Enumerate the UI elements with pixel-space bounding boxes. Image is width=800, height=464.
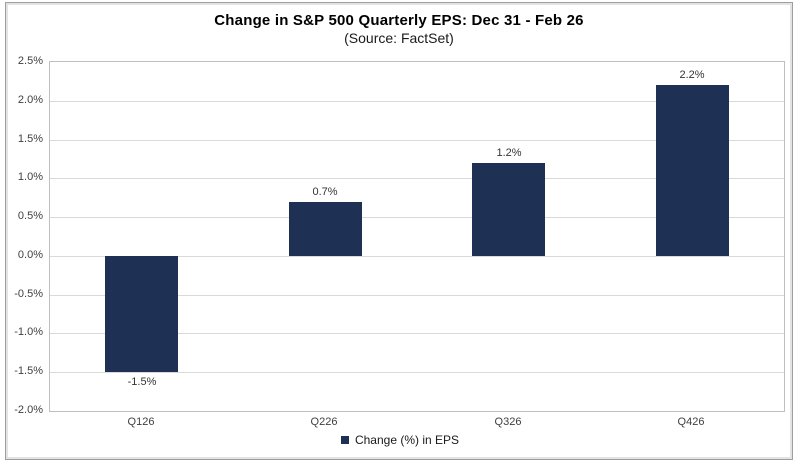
y-tick-label: -1.0%: [14, 326, 43, 338]
y-tick-label: -0.5%: [14, 288, 43, 300]
gridline: [50, 140, 784, 141]
bar-value-label: -1.5%: [127, 376, 157, 388]
y-tick-label: 2.0%: [17, 94, 43, 106]
legend-label: Change (%) in EPS: [354, 433, 460, 447]
gridline: [50, 295, 784, 296]
gridline: [50, 217, 784, 218]
bar: [472, 163, 545, 256]
chart-title: Change in S&P 500 Quarterly EPS: Dec 31 …: [214, 12, 584, 29]
y-tick-label: -2.0%: [14, 404, 43, 416]
legend: Change (%) in EPS: [0, 433, 800, 447]
y-tick-label: 2.5%: [17, 55, 43, 67]
y-tick-label: 0.0%: [17, 249, 43, 261]
x-tick-label: Q326: [494, 416, 522, 428]
chart-subtitle: (Source: FactSet): [344, 30, 454, 46]
legend-marker-icon: [340, 436, 349, 444]
y-tick-label: 0.5%: [17, 210, 43, 222]
x-tick-label: Q226: [310, 416, 338, 428]
bar: [289, 202, 362, 256]
gridline: [50, 178, 784, 179]
gridline: [50, 256, 784, 257]
bar-value-label: 2.2%: [679, 69, 705, 81]
gridline: [50, 333, 784, 334]
bar-value-label: 0.7%: [312, 186, 338, 198]
bar-value-label: 1.2%: [496, 147, 522, 159]
gridline: [50, 372, 784, 373]
plot-area: -1.5% 0.7% 1.2% 2.2%: [49, 61, 785, 412]
gridline: [50, 101, 784, 102]
x-tick-label: Q126: [127, 416, 155, 428]
y-tick-label: 1.5%: [17, 133, 43, 145]
bar: [105, 256, 178, 372]
bar: [656, 85, 729, 256]
x-tick-label: Q426: [677, 416, 705, 428]
y-tick-label: -1.5%: [14, 365, 43, 377]
y-tick-label: 1.0%: [17, 171, 43, 183]
